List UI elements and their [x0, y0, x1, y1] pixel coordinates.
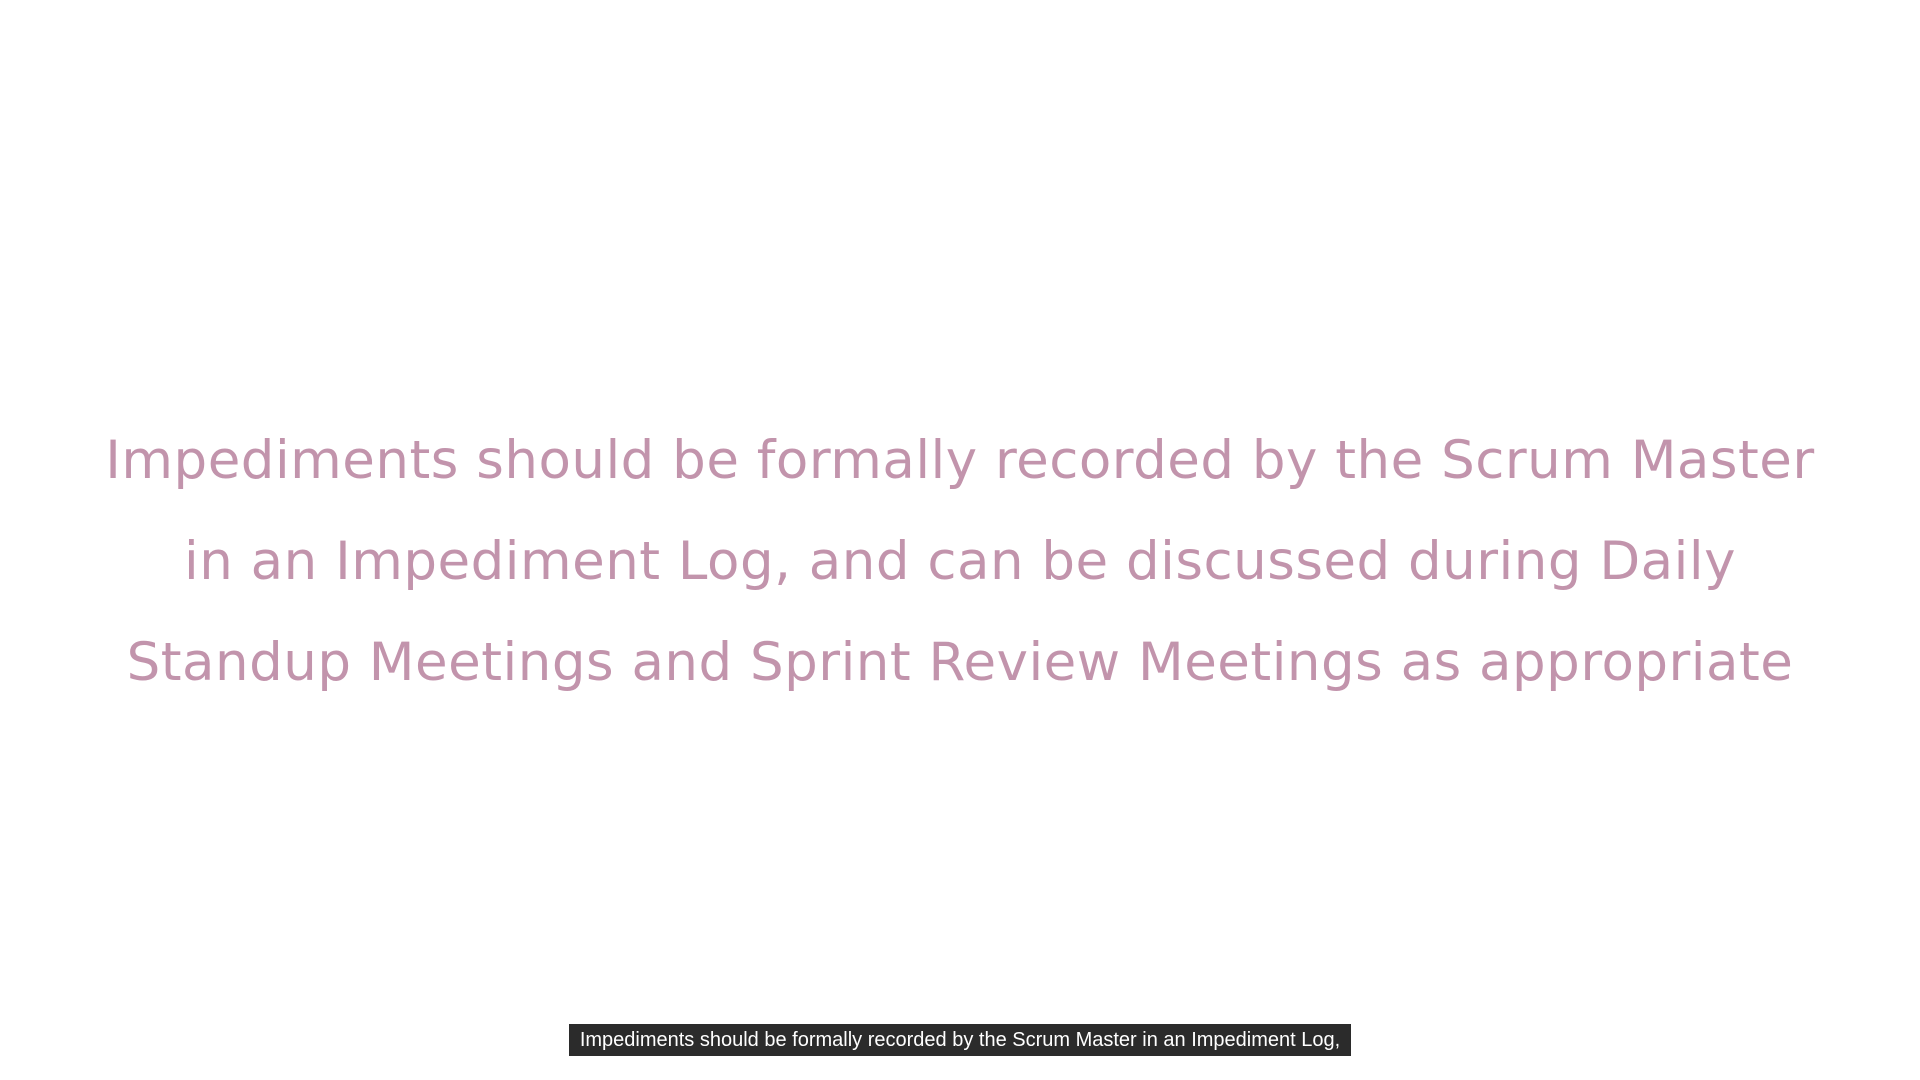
- subtitle-caption: Impediments should be formally recorded …: [568, 1024, 1352, 1056]
- slide-line-1: Impediments should be formally recorded …: [105, 430, 1815, 491]
- slide-line-3: Standup Meetings and Sprint Review Meeti…: [126, 632, 1794, 693]
- slide-line-2: in an Impediment Log, and can be discuss…: [184, 531, 1736, 592]
- slide-statement: Impediments should be formally recorded …: [0, 410, 1920, 713]
- subtitle-container: Impediments should be formally recorded …: [0, 1024, 1920, 1056]
